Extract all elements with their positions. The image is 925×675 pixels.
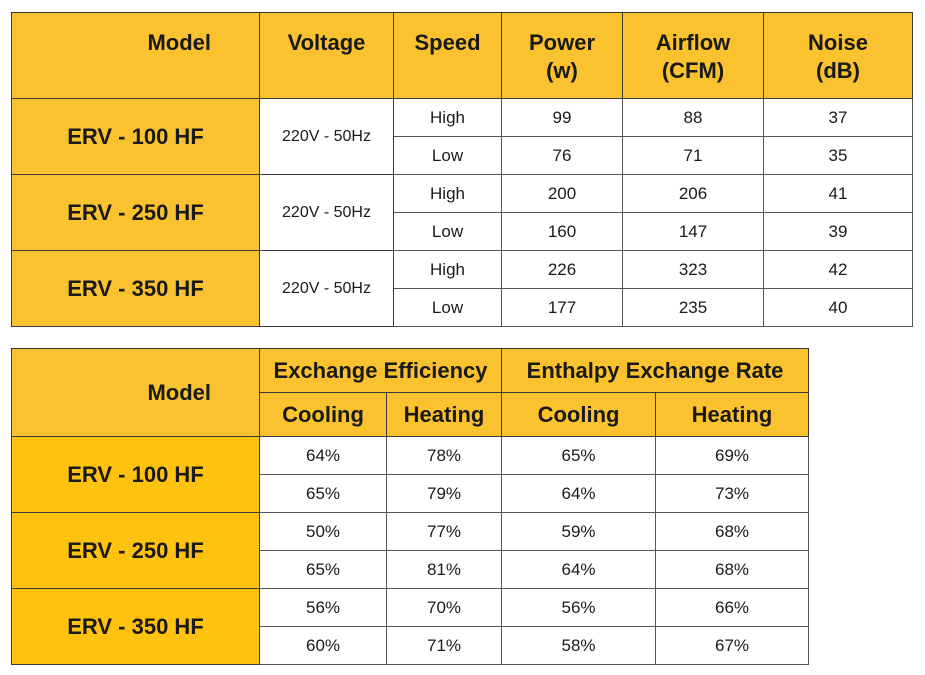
eer-heating-cell: 68% <box>655 550 810 589</box>
table-row: Low 177 235 40 <box>12 288 913 327</box>
ee-heating-cell: 79% <box>385 474 503 513</box>
eer-heating-cell: 73% <box>655 474 810 513</box>
ee-heating-cell: 71% <box>385 626 503 665</box>
speed-cell: High <box>393 250 502 289</box>
eer-heating-cell: 67% <box>655 626 810 665</box>
speed-cell: Low <box>393 288 502 327</box>
speed-cell: High <box>393 174 502 213</box>
airflow-cell: 235 <box>622 288 764 327</box>
power-cell: 177 <box>501 288 623 327</box>
ee-heating-cell: 77% <box>385 512 503 551</box>
header-ee-heating: Heating <box>385 392 503 437</box>
ee-cooling-cell: 50% <box>259 512 387 551</box>
header-row: Model Voltage Speed Power (w) Airflow (CFM… <box>11 12 913 99</box>
table-row: 60% 71% 58% 67% <box>12 626 810 665</box>
header-eer-heating: Heating <box>655 392 810 437</box>
power-cell: 226 <box>501 250 623 289</box>
eer-heating-cell: 68% <box>655 512 810 551</box>
model-cell: ERV - 350 HF <box>11 250 260 327</box>
eer-heating-cell: 69% <box>655 436 810 475</box>
efficiency-table: Model Exchange Efficiency Enthalpy Excha… <box>11 348 810 665</box>
ee-cooling-cell: 65% <box>259 474 387 513</box>
noise-cell: 37 <box>763 98 913 137</box>
ee-cooling-cell: 65% <box>259 550 387 589</box>
eer-cooling-cell: 64% <box>501 550 657 589</box>
table-row: ERV - 100 HF 220V - 50Hz High 99 88 37 <box>11 98 913 175</box>
header-voltage: Voltage <box>259 12 394 99</box>
table-row: 65% 81% 64% 68% <box>12 550 810 589</box>
noise-cell: 35 <box>763 136 913 175</box>
model-cell: ERV - 250 HF <box>11 174 260 251</box>
table-row: ERV - 100 HF 64% 78% 65% 69% <box>11 436 810 513</box>
model-cell: ERV - 100 HF <box>11 98 260 175</box>
header-exchange-efficiency: Exchange Efficiency <box>258 348 503 393</box>
power-cell: 200 <box>501 174 623 213</box>
noise-cell: 39 <box>763 212 913 251</box>
group-header-row: Model Exchange Efficiency Enthalpy Excha… <box>11 348 810 437</box>
model-cell: ERV - 100 HF <box>11 436 260 513</box>
noise-cell: 41 <box>763 174 913 213</box>
eer-heating-cell: 66% <box>655 588 810 627</box>
airflow-cell: 323 <box>622 250 764 289</box>
ee-cooling-cell: 64% <box>259 436 387 475</box>
speed-cell: Low <box>393 212 502 251</box>
header-eer-cooling: Cooling <box>501 392 657 437</box>
voltage-cell: 220V - 50Hz <box>259 174 394 251</box>
table-row: Low 76 71 35 <box>12 136 913 175</box>
model-cell: ERV - 250 HF <box>11 512 260 589</box>
header-enthalpy-exchange-rate: Enthalpy Exchange Rate <box>501 348 810 393</box>
header-model: Model <box>11 12 260 99</box>
eer-cooling-cell: 59% <box>501 512 657 551</box>
specifications-table: Model Voltage Speed Power (w) Airflow (CFM… <box>11 12 913 327</box>
airflow-cell: 71 <box>622 136 764 175</box>
power-cell: 76 <box>501 136 623 175</box>
eer-cooling-cell: 58% <box>501 626 657 665</box>
eer-cooling-cell: 56% <box>501 588 657 627</box>
model-cell: ERV - 350 HF <box>11 588 260 665</box>
power-cell: 99 <box>501 98 623 137</box>
header-airflow: Airflow (CFM) <box>622 12 764 99</box>
table-row: ERV - 250 HF 50% 77% 59% 68% <box>11 512 810 589</box>
table-row: ERV - 350 HF 56% 70% 56% 66% <box>11 588 810 665</box>
header-speed: Speed <box>393 12 502 99</box>
power-cell: 160 <box>501 212 623 251</box>
noise-cell: 42 <box>763 250 913 289</box>
airflow-cell: 88 <box>622 98 764 137</box>
table-row: ERV - 350 HF 220V - 50Hz High 226 323 42 <box>11 250 913 327</box>
eer-cooling-cell: 64% <box>501 474 657 513</box>
table-row: 65% 79% 64% 73% <box>12 474 810 513</box>
ee-cooling-cell: 60% <box>259 626 387 665</box>
speed-cell: Low <box>393 136 502 175</box>
header-noise: Noise (dB) <box>763 12 913 99</box>
ee-heating-cell: 70% <box>385 588 503 627</box>
ee-heating-cell: 78% <box>385 436 503 475</box>
header-model: Model <box>11 348 260 437</box>
table-row: ERV - 250 HF 220V - 50Hz High 200 206 41 <box>11 174 913 251</box>
noise-cell: 40 <box>763 288 913 327</box>
eer-cooling-cell: 65% <box>501 436 657 475</box>
voltage-cell: 220V - 50Hz <box>259 250 394 327</box>
voltage-cell: 220V - 50Hz <box>259 98 394 175</box>
header-power: Power (w) <box>501 12 623 99</box>
airflow-cell: 147 <box>622 212 764 251</box>
header-ee-cooling: Cooling <box>259 392 387 437</box>
table-row: Low 160 147 39 <box>12 212 913 251</box>
ee-cooling-cell: 56% <box>259 588 387 627</box>
speed-cell: High <box>393 98 502 137</box>
airflow-cell: 206 <box>622 174 764 213</box>
ee-heating-cell: 81% <box>385 550 503 589</box>
sub-header-row: Cooling Heating Cooling Heating <box>12 392 810 437</box>
